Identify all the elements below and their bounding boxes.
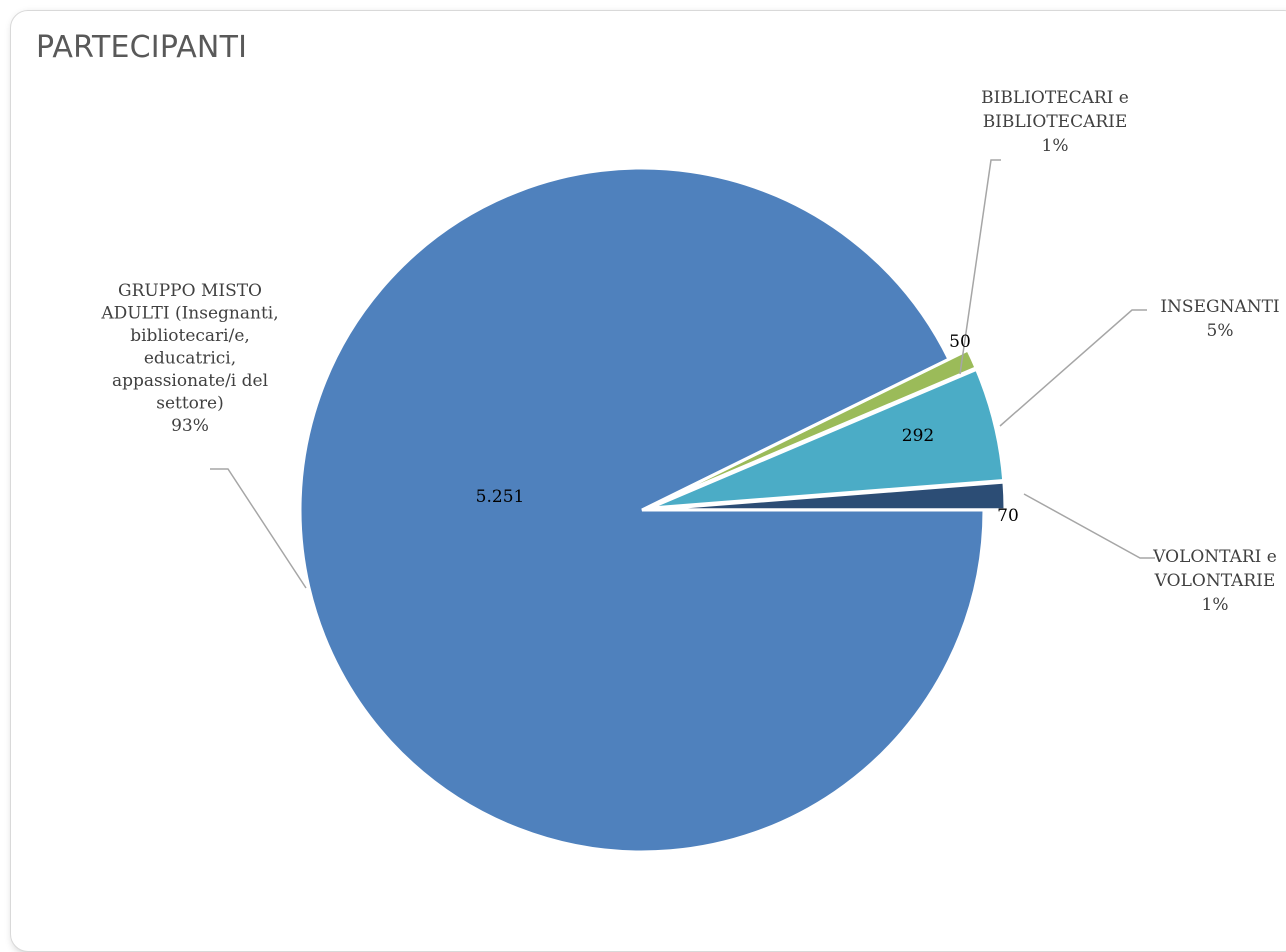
category-label-insegnanti: INSEGNANTI (1160, 297, 1279, 317)
value-label-volontari: 70 (997, 506, 1019, 526)
category-label-volontari: VOLONTARI e (1152, 547, 1277, 567)
pie-slice-insegnanti (649, 367, 1006, 510)
category-label-gruppo-misto-adulti: bibliotecari/e, (130, 326, 250, 346)
value-label-gruppo-misto-adulti: 5.251 (476, 487, 525, 507)
value-label-bibliotecari: 50 (949, 332, 971, 352)
pie-chart: GRUPPO MISTO ADULTI (Insegnanti,bibliotec… (100, 88, 1280, 854)
category-label-gruppo-misto-adulti: appassionate/i del (112, 371, 268, 391)
category-label-gruppo-misto-adulti: settore) (156, 394, 224, 414)
percent-label-bibliotecari: 1% (1042, 136, 1069, 156)
leader-line-insegnanti (999, 309, 1147, 427)
pie-slice-volontari (649, 480, 1007, 512)
category-label-gruppo-misto-adulti: ADULTI (Insegnanti, (100, 304, 278, 324)
value-label-insegnanti: 292 (902, 426, 934, 446)
leader-line-bibliotecari (959, 159, 1001, 375)
chart-title: PARTECIPANTI (36, 30, 248, 65)
percent-label-volontari: 1% (1202, 595, 1229, 615)
leader-line-volontari (1023, 493, 1155, 559)
category-label-bibliotecari: BIBLIOTECARI e (981, 88, 1129, 108)
percent-label-insegnanti: 5% (1207, 321, 1234, 341)
category-label-volontari: VOLONTARIE (1154, 571, 1276, 591)
category-label-gruppo-misto-adulti: GRUPPO MISTO (118, 281, 262, 301)
pie-slice-gruppo-misto-adulti (298, 166, 986, 854)
category-label-bibliotecari: BIBLIOTECARIE (983, 112, 1128, 132)
leader-line-gruppo-misto-adulti (210, 468, 307, 589)
category-label-gruppo-misto-adulti: educatrici, (144, 349, 236, 369)
percent-label-gruppo-misto-adulti: 93% (171, 416, 209, 436)
